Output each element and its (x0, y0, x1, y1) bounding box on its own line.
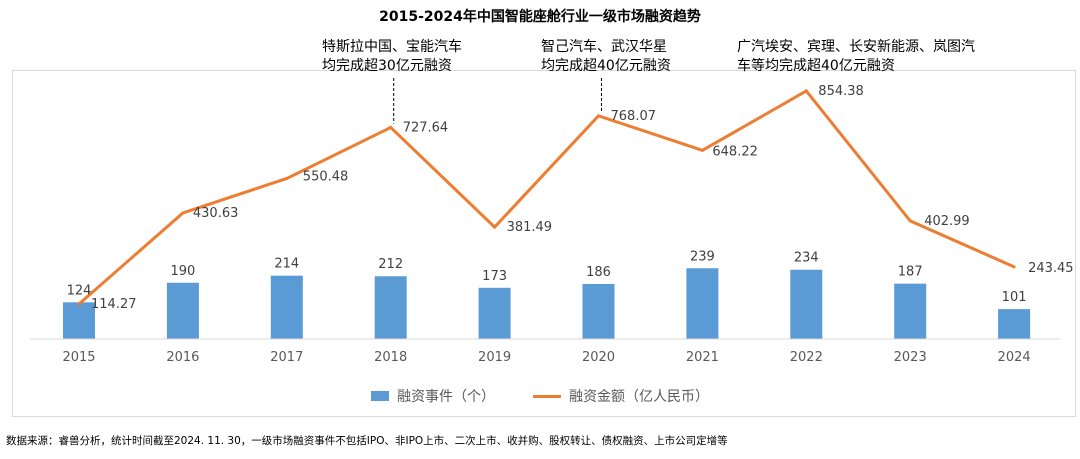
source-note: 数据来源：睿兽分析，统计时间截至2024. 11. 30，一级市场融资事件不包括… (6, 435, 728, 447)
bar-2024 (998, 309, 1031, 339)
x-tick-2015: 2015 (62, 350, 95, 365)
x-tick-2023: 2023 (894, 350, 927, 365)
x-tick-2018: 2018 (374, 350, 407, 365)
bar-2018 (374, 276, 407, 339)
bar-label-2024: 101 (1002, 290, 1027, 305)
line-point-2020 (597, 114, 600, 118)
x-tick-2016: 2016 (166, 350, 199, 365)
annotation-2018-line-1: 特斯拉中国、宝能汽车 (322, 39, 462, 55)
legend-swatch-line (533, 394, 561, 398)
bar-label-2015: 124 (67, 283, 92, 298)
legend-label-bar: 融资事件（个） (397, 389, 495, 405)
line-point-2022 (804, 89, 808, 93)
bar-2017 (270, 275, 303, 339)
chart-title: 2015-2024年中国智能座舱行业一级市场融资趋势 (379, 9, 701, 25)
line-label-2019: 381.49 (507, 220, 552, 235)
line-point-2017 (285, 176, 289, 180)
bar-2015 (63, 302, 95, 339)
annotation-2022: 广汽埃安、宾理、长安新能源、岚图汽 车等均完成超40亿元融资 (737, 38, 975, 76)
x-tick-2019: 2019 (478, 350, 511, 365)
bar-2022 (790, 269, 823, 339)
line-label-2015: 114.27 (91, 297, 137, 312)
annotation-2018-line-2: 均完成超30亿元融资 (322, 58, 452, 74)
line-point-2018 (389, 125, 393, 129)
bar-label-2021: 239 (690, 249, 715, 264)
line-label-2023: 402.99 (924, 214, 970, 229)
line-point-2024 (1012, 265, 1016, 269)
x-tick-2017: 2017 (270, 350, 303, 365)
bar-label-2022: 234 (794, 251, 819, 266)
bar-label-2019: 173 (482, 269, 507, 284)
line-point-2019 (493, 225, 497, 229)
legend-item-bar: 融资事件（个） (371, 386, 495, 406)
legend: 融资事件（个） 融资金额（亿人民币） (0, 386, 1080, 406)
bar-label-2023: 187 (898, 265, 923, 280)
bar-2019 (478, 287, 511, 339)
bar-label-2018: 212 (378, 257, 403, 272)
line-series-amount (78, 89, 1015, 306)
bar-2016 (166, 282, 199, 339)
annotation-2022-line-1: 广汽埃安、宾理、长安新能源、岚图汽 (737, 39, 975, 55)
line-point-2016 (181, 211, 185, 215)
annotation-2022-line-2: 车等均完成超40亿元融资 (737, 58, 895, 74)
legend-swatch-bar (371, 391, 389, 401)
line-point-2015 (77, 302, 81, 306)
line-label-2022: 854.38 (818, 84, 864, 99)
line-label-2018: 727.64 (403, 120, 449, 135)
chart-frame (12, 70, 1076, 417)
line-label-2024: 243.45 (1028, 261, 1074, 276)
annotation-2018: 特斯拉中国、宝能汽车 均完成超30亿元融资 (322, 38, 462, 76)
bar-2021 (686, 268, 719, 339)
bar-label-2020: 186 (586, 265, 611, 280)
bar-2023 (894, 283, 927, 339)
legend-item-line: 融资金额（亿人民币） (533, 386, 709, 406)
line-label-2021: 648.22 (712, 144, 758, 159)
line-label-2017: 550.48 (303, 169, 349, 184)
x-tick-2024: 2024 (998, 350, 1031, 365)
line-point-2023 (908, 219, 912, 223)
x-tick-2022: 2022 (790, 350, 823, 365)
line-point-2021 (700, 148, 704, 152)
bar-label-2016: 190 (170, 264, 195, 279)
line-label-2016: 430.63 (193, 206, 239, 221)
x-tick-2021: 2021 (686, 350, 719, 365)
line-label-2020: 768.07 (611, 109, 657, 124)
bar-label-2017: 214 (274, 257, 299, 272)
annotation-2020-line-1: 智己汽车、武汉华星 (541, 39, 667, 55)
annotation-2020-line-2: 均完成超40亿元融资 (541, 58, 671, 74)
legend-label-line: 融资金额（亿人民币） (569, 389, 709, 405)
bar-2020 (582, 283, 615, 339)
annotation-2020: 智己汽车、武汉华星 均完成超40亿元融资 (541, 38, 671, 76)
x-tick-2020: 2020 (582, 350, 615, 365)
